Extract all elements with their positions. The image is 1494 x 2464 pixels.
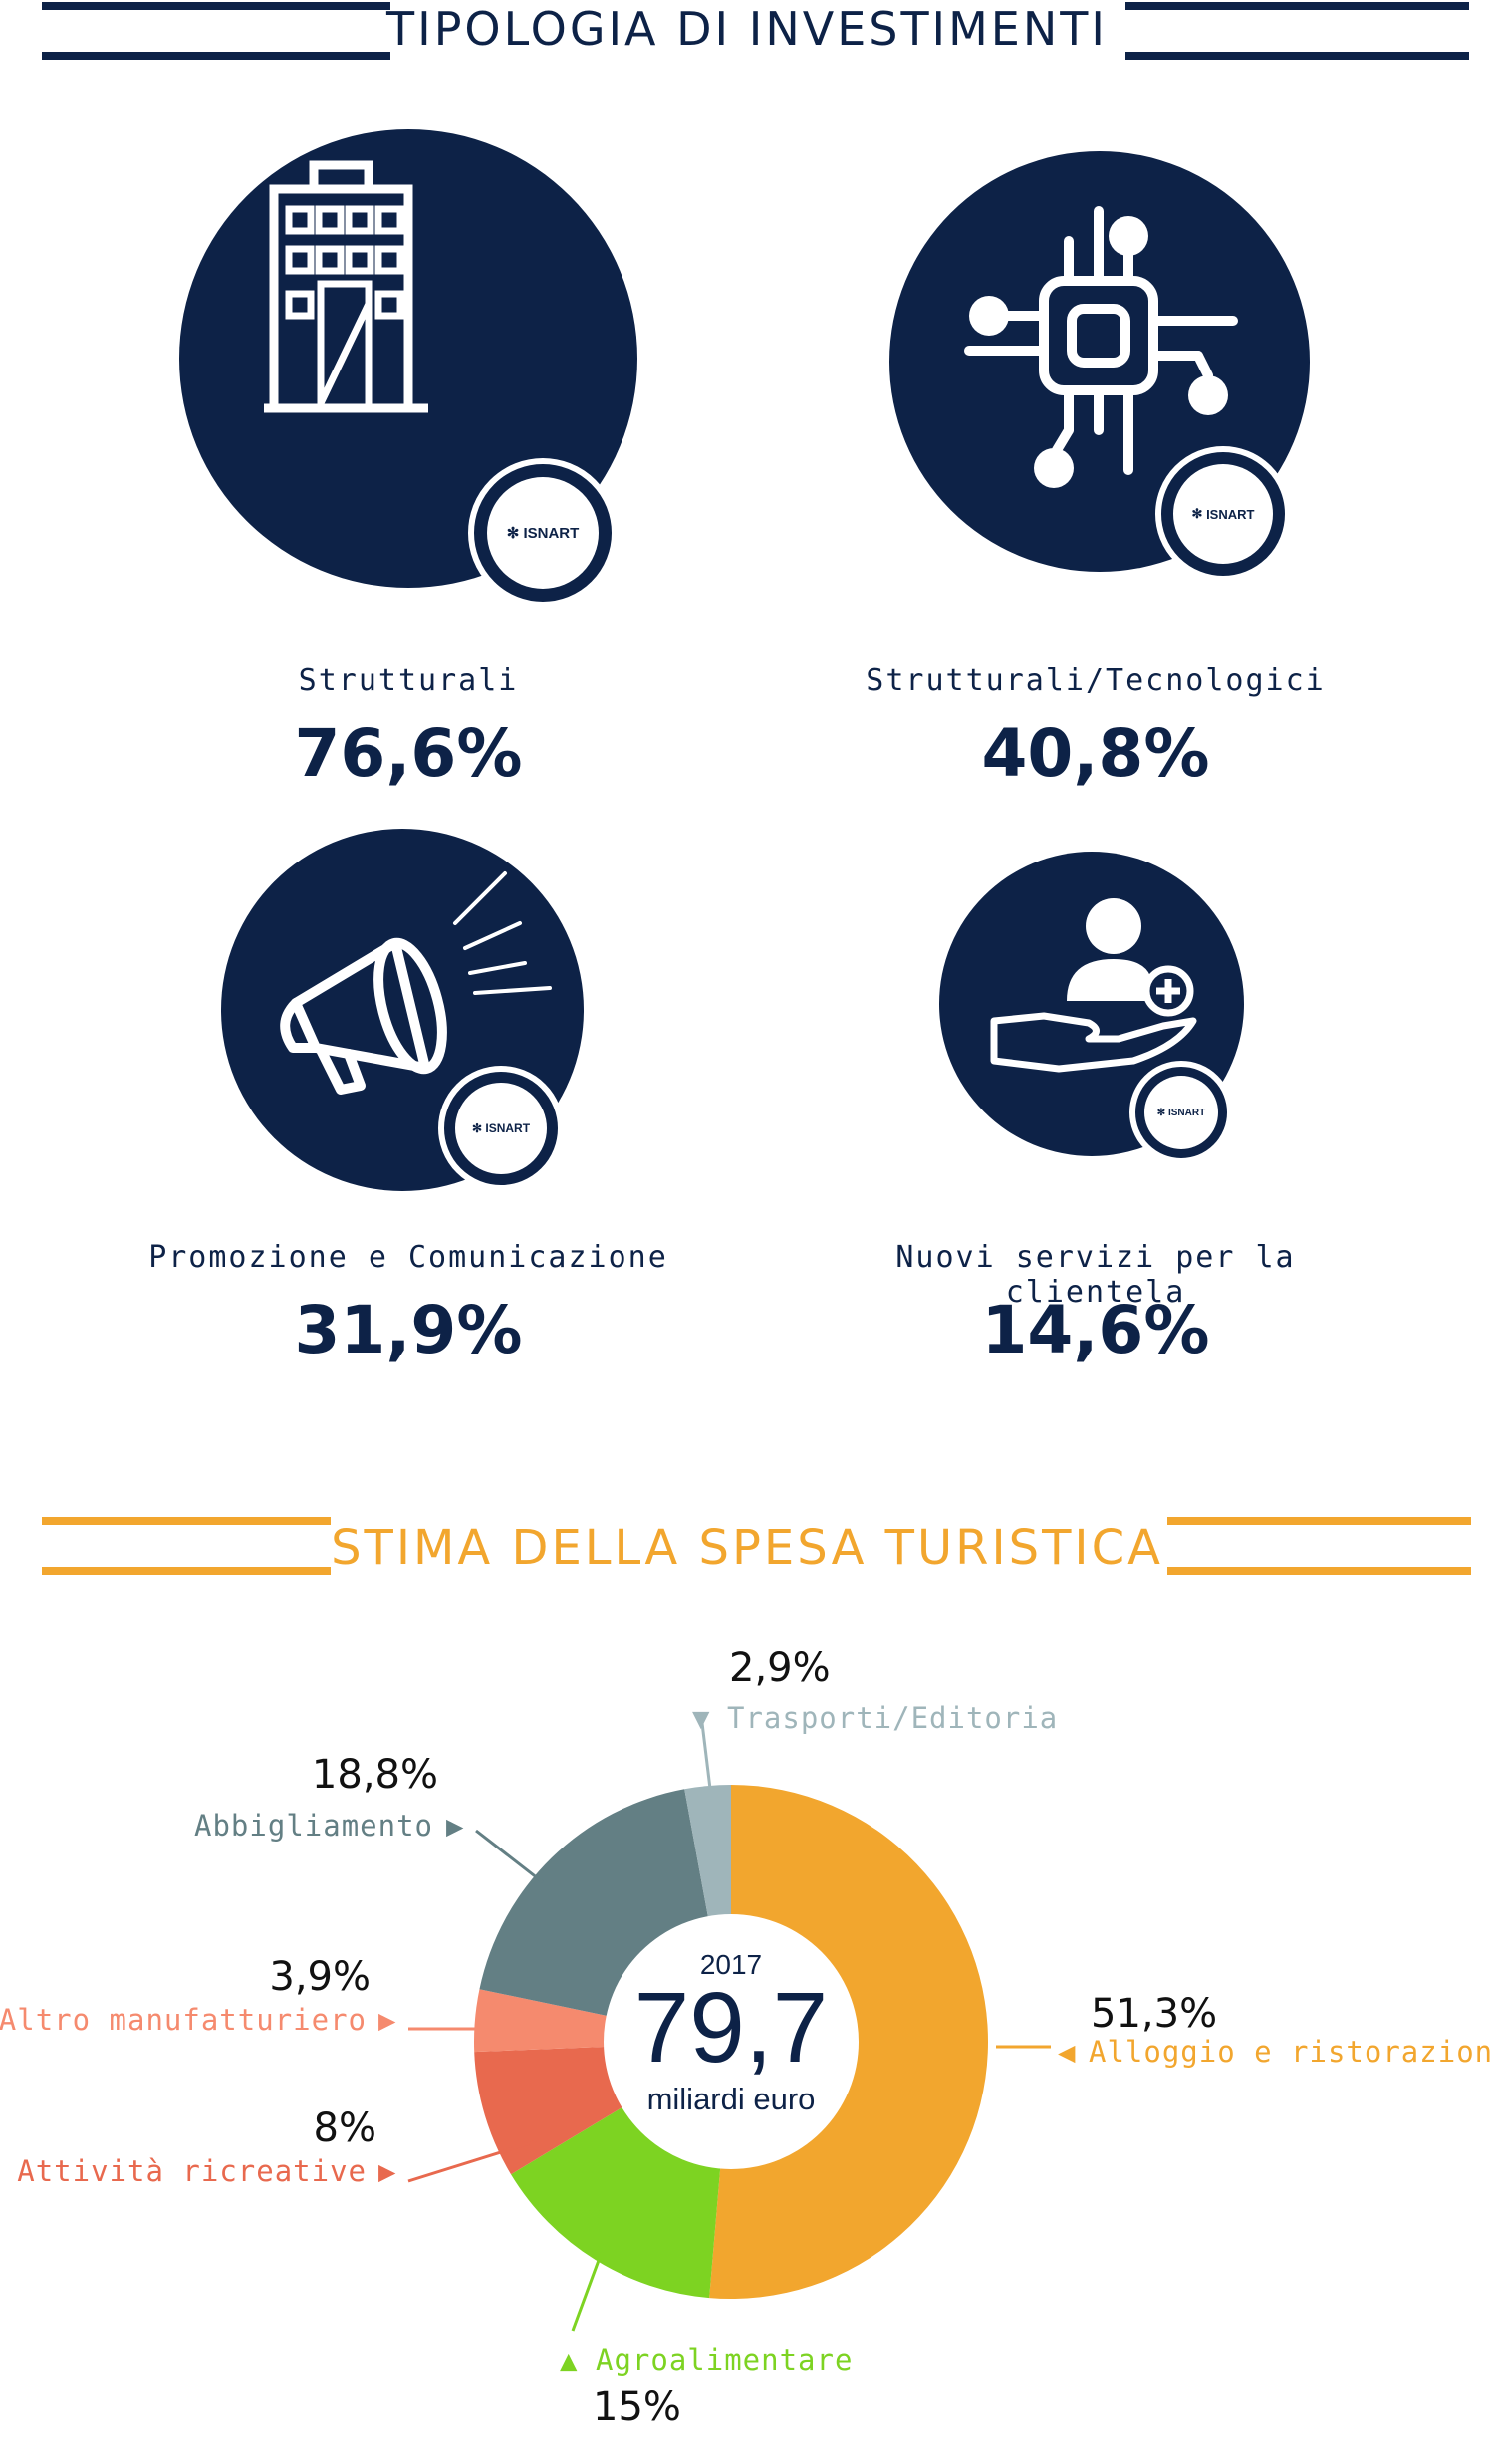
investment-value-strutturali: 76,6%: [294, 715, 523, 792]
hand-user-plus-icon: [990, 898, 1197, 1073]
isnart-logo-icon: ✻: [471, 1121, 483, 1135]
isnart-logo-icon: ✻: [506, 525, 520, 542]
spending-header: STIMA DELLA SPESA TURISTICA: [0, 1514, 1494, 1613]
investment-label-promozione: Promozione e Comunicazione: [148, 1240, 668, 1275]
investment-value-servizi: 14,6%: [981, 1292, 1210, 1368]
investment-value-tecnologici: 40,8%: [981, 715, 1210, 792]
donut-hole: [604, 1914, 859, 2169]
leader-line: [571, 2235, 610, 2332]
badge-text: ISNART: [485, 1121, 531, 1135]
isnart-badge: ✻ ISNART: [438, 1066, 564, 1191]
header-line-left-bottom: [42, 1567, 331, 1575]
center-year: 2017: [700, 1949, 762, 1980]
slice-name-trasporti: Trasporti/Editoria: [727, 1701, 1058, 1735]
slice-arrow-trasporti: ▼: [692, 1701, 710, 1735]
header-line-left-bottom: [42, 52, 390, 60]
badge-text: ISNART: [1206, 506, 1255, 522]
slice-arrow-attivita: ▶: [378, 2154, 396, 2188]
slice-arrow-alloggio: ◀: [1058, 2035, 1076, 2069]
investments-header: TIPOLOGIA DI INVESTIMENTI: [0, 0, 1494, 100]
header-line-left-top: [42, 1517, 331, 1525]
slice-pct-attivita: 8%: [314, 2105, 376, 2151]
isnart-badge: ✻ ISNART: [468, 458, 618, 608]
header-line-left-top: [42, 2, 390, 10]
chip-icon: [964, 206, 1238, 488]
center-value: 79,7: [634, 1972, 829, 2084]
slice-name-attivita: Attività ricreative: [17, 2154, 367, 2188]
slice-pct-agro: 15%: [593, 2384, 681, 2430]
slice-name-agro: Agroalimentare: [596, 2343, 853, 2377]
slice-name-abbigliamento: Abbigliamento: [194, 1809, 433, 1843]
slice-pct-altro: 3,9%: [269, 1954, 371, 2000]
investment-value-promozione: 31,9%: [294, 1292, 523, 1368]
spending-title: STIMA DELLA SPESA TURISTICA: [331, 1520, 1163, 1576]
header-line-right-bottom: [1125, 52, 1469, 60]
investment-label-servizi: Nuovi servizi per la clientela: [895, 1240, 1296, 1310]
leader-line: [700, 1722, 712, 1790]
investments-title: TIPOLOGIA DI INVESTIMENTI: [386, 2, 1108, 56]
slice-arrow-abbigliamento: ▶: [446, 1809, 464, 1843]
isnart-logo-icon: ✻: [1156, 1107, 1166, 1118]
slice-name-alloggio: Alloggio e ristorazione: [1089, 2035, 1494, 2069]
slice-arrow-altro: ▶: [378, 2003, 396, 2037]
investment-label-tecnologici: Strutturali/Tecnologici: [866, 663, 1326, 698]
isnart-badge: ✻ ISNART: [1155, 446, 1291, 582]
leader-line: [407, 2139, 537, 2183]
slice-pct-trasporti: 2,9%: [729, 1645, 831, 1691]
slice-name-altro: Altro manufatturiero: [0, 2003, 367, 2037]
megaphone-icon: [280, 871, 552, 1095]
slice-pct-abbigliamento: 18,8%: [312, 1752, 438, 1798]
spending-donut-chart: 2017 79,7 miliardi euro 51,3% ◀ Alloggio…: [0, 1645, 1494, 2430]
isnart-logo-icon: ✻: [1191, 506, 1203, 521]
center-unit: miliardi euro: [647, 2082, 816, 2116]
header-line-right-bottom: [1167, 1567, 1471, 1575]
leader-line: [475, 1829, 544, 1884]
isnart-badge: ✻ ISNART: [1129, 1061, 1233, 1164]
investment-label-strutturali: Strutturali: [298, 663, 519, 698]
header-line-right-top: [1167, 1517, 1471, 1525]
badge-text: ISNART: [1167, 1107, 1206, 1118]
header-line-right-top: [1125, 2, 1469, 10]
badge-text: ISNART: [523, 524, 580, 542]
building-icon: [264, 160, 428, 413]
slice-arrow-agro: ▲: [560, 2343, 578, 2377]
slice-pct-alloggio: 51,3%: [1091, 1991, 1217, 2037]
